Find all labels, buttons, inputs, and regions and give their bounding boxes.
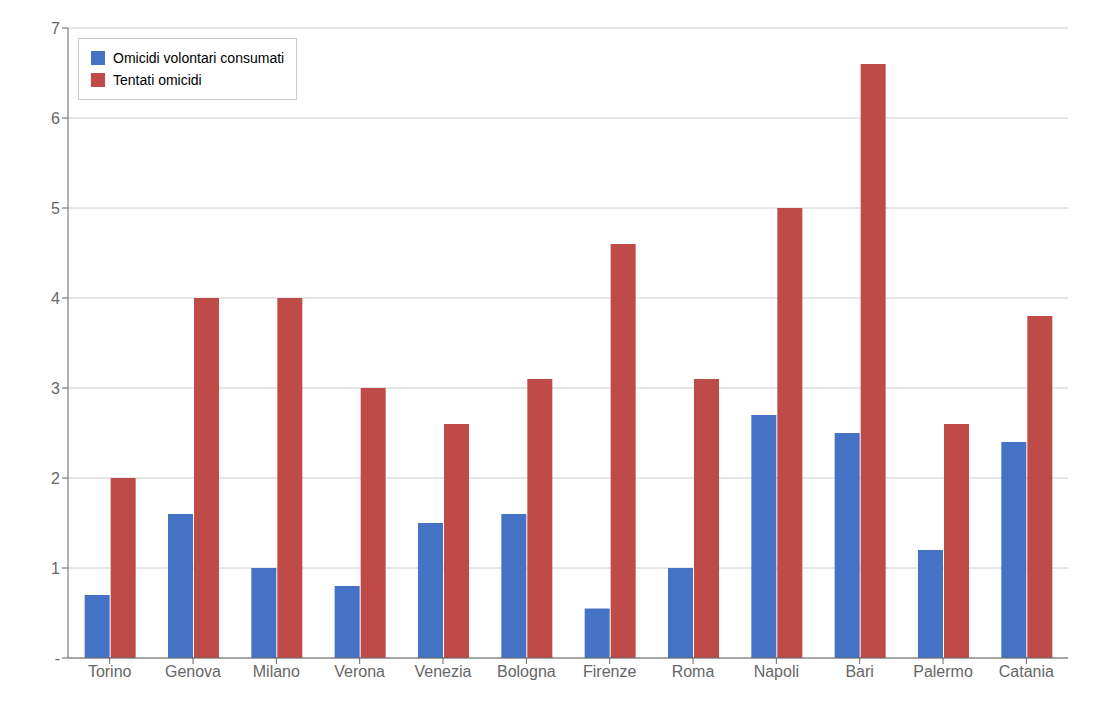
svg-text:7: 7 bbox=[51, 20, 60, 37]
svg-text:5: 5 bbox=[51, 200, 60, 217]
svg-text:2: 2 bbox=[51, 470, 60, 487]
html-text:Tentati omicidi: Tentati omicidi bbox=[113, 72, 202, 88]
svg-text:Firenze: Firenze bbox=[583, 663, 636, 680]
svg-text:Milano: Milano bbox=[253, 663, 300, 680]
svg-text:4: 4 bbox=[51, 290, 60, 307]
svg-text:Palermo: Palermo bbox=[913, 663, 973, 680]
svg-text:Venezia: Venezia bbox=[415, 663, 472, 680]
svg-text:Bologna: Bologna bbox=[497, 663, 556, 680]
svg-text:Bari: Bari bbox=[845, 663, 873, 680]
svg-text:Genova: Genova bbox=[165, 663, 221, 680]
svg-text:3: 3 bbox=[51, 380, 60, 397]
svg-text:Napoli: Napoli bbox=[754, 663, 799, 680]
svg-text:Verona: Verona bbox=[334, 663, 385, 680]
svg-text:Torino: Torino bbox=[88, 663, 132, 680]
html-text:Omicidi volontari consumati: Omicidi volontari consumati bbox=[113, 50, 285, 66]
svg-text:6: 6 bbox=[51, 110, 60, 127]
svg-text:-: - bbox=[55, 650, 60, 667]
svg-text:Catania: Catania bbox=[999, 663, 1054, 680]
svg-text:Roma: Roma bbox=[672, 663, 715, 680]
svg-text:1: 1 bbox=[51, 560, 60, 577]
